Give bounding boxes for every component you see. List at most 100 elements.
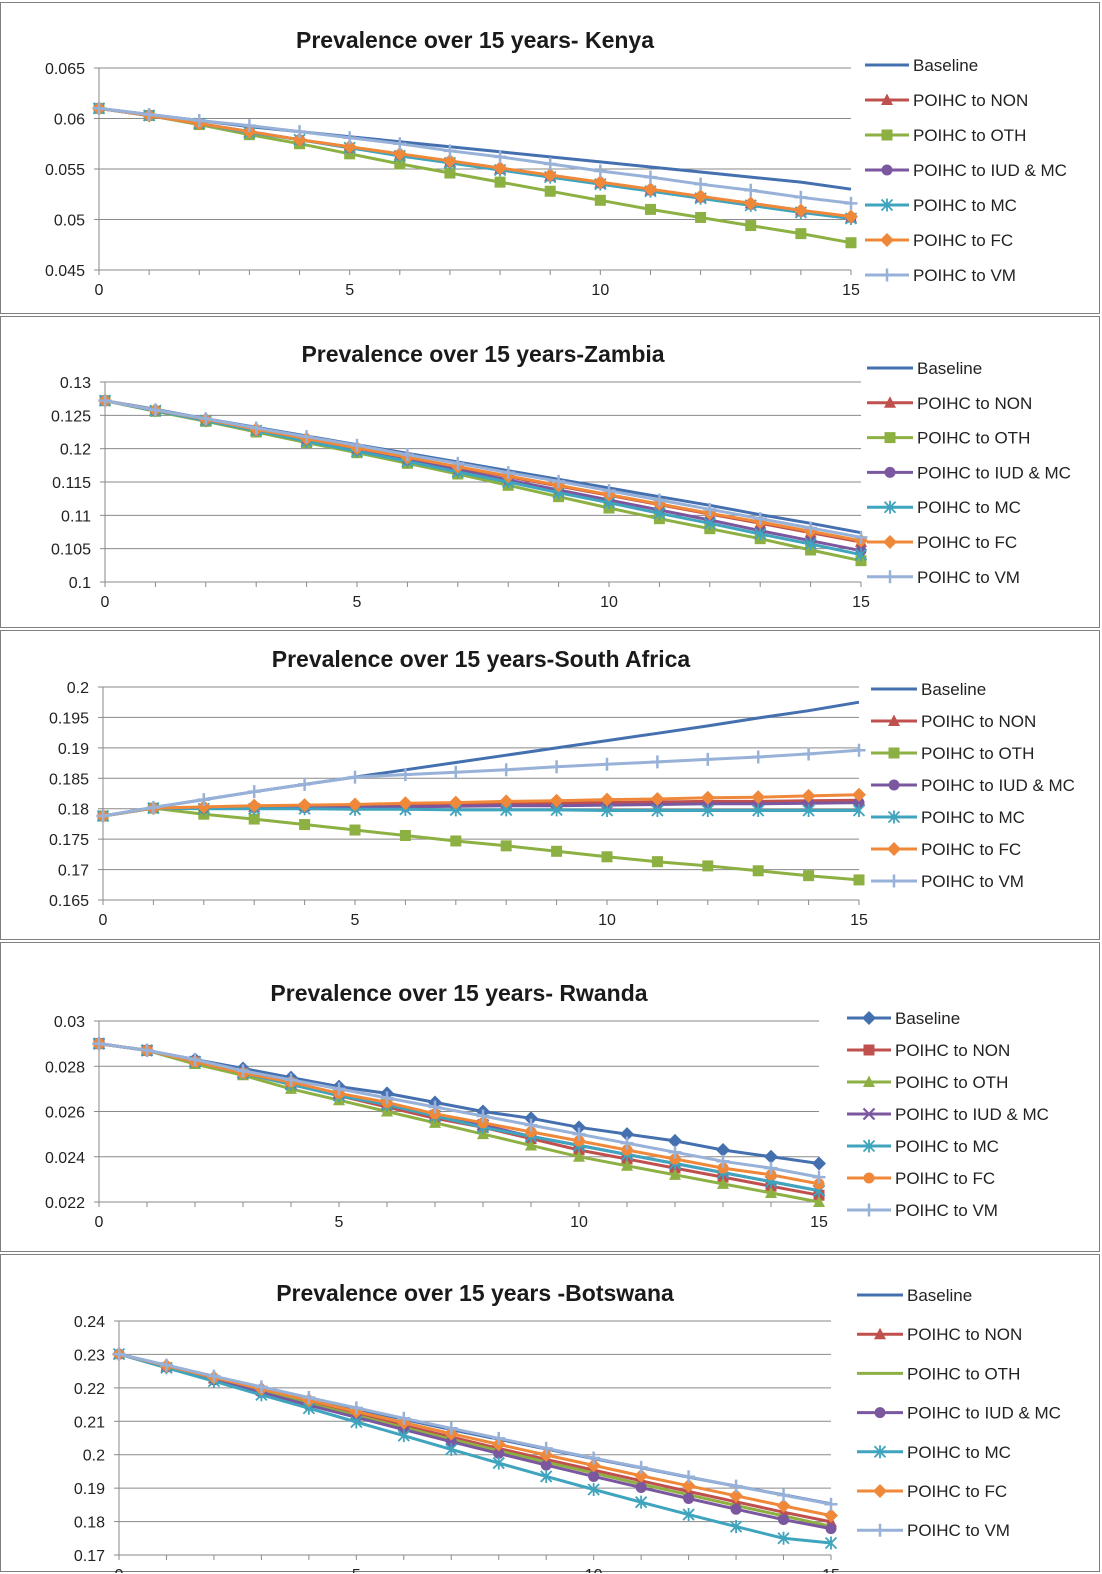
chart-title: Prevalence over 15 years-Zambia <box>301 341 664 367</box>
legend-item: POIHC to IUD & MC <box>867 463 1071 482</box>
data-point <box>493 160 508 175</box>
y-tick-label: 0.03 <box>54 1014 85 1031</box>
legend-label: POIHC to FC <box>895 1169 995 1188</box>
legend-marker <box>888 714 900 726</box>
legend-item: POIHC to OTH <box>871 744 1034 763</box>
x-tick-label: 15 <box>842 282 860 299</box>
data-point <box>587 1482 600 1496</box>
data-point <box>476 1109 490 1123</box>
data-point <box>593 164 607 178</box>
series-line <box>104 399 862 539</box>
legend-marker <box>884 432 896 444</box>
data-point <box>825 1523 837 1535</box>
data-point <box>544 185 556 197</box>
data-point <box>776 1498 791 1513</box>
data-point <box>812 1170 826 1184</box>
legend-marker <box>862 1203 876 1217</box>
data-point <box>350 438 364 452</box>
data-point <box>802 747 816 761</box>
data-point <box>593 175 608 190</box>
legend-marker <box>883 500 897 514</box>
data-point <box>429 1108 441 1120</box>
data-point <box>348 770 362 784</box>
data-point <box>499 763 513 777</box>
legend-marker <box>881 164 893 176</box>
data-point <box>92 101 106 115</box>
legend-label: POIHC to NON <box>913 91 1028 110</box>
y-tick-label: 0.19 <box>74 1481 105 1498</box>
data-point <box>397 1411 411 1425</box>
data-point <box>399 829 411 841</box>
data-point <box>852 804 866 818</box>
data-point <box>445 1436 457 1448</box>
data-point <box>293 125 307 139</box>
legend-label: Baseline <box>913 56 978 75</box>
data-point <box>643 182 658 197</box>
data-point <box>572 1120 586 1135</box>
legend-label: POIHC to OTH <box>921 744 1034 763</box>
series-line <box>118 1352 832 1506</box>
series-poihc-to-fc <box>96 787 866 824</box>
legend-item: POIHC to FC <box>857 1482 1007 1501</box>
series-line <box>98 1042 820 1186</box>
y-tick-label: 0.23 <box>74 1347 105 1364</box>
x-tick-label: 0 <box>101 594 110 611</box>
legend-label: POIHC to VM <box>921 872 1024 891</box>
data-point <box>669 1153 681 1165</box>
series-line <box>98 1042 820 1179</box>
data-point <box>635 1481 647 1493</box>
data-point <box>620 1127 634 1142</box>
legend-label: POIHC to IUD & MC <box>913 161 1067 180</box>
legend-marker <box>874 1407 886 1419</box>
legend-item: POIHC to MC <box>867 498 1021 517</box>
data-point <box>197 793 211 807</box>
data-point <box>477 1117 489 1129</box>
data-point <box>853 874 865 886</box>
legend-label: POIHC to MC <box>921 808 1025 827</box>
data-point <box>634 1460 648 1474</box>
data-point <box>794 190 808 204</box>
x-tick-label: 15 <box>810 1214 828 1231</box>
data-point <box>449 765 463 779</box>
data-point <box>683 1493 695 1505</box>
series-line <box>98 106 852 245</box>
legend-item: Baseline <box>865 56 978 75</box>
data-point <box>92 1037 106 1051</box>
data-point <box>342 139 357 154</box>
x-tick-label: 0 <box>115 1567 124 1573</box>
data-point <box>824 1536 838 1550</box>
data-point <box>587 1451 601 1465</box>
data-point <box>801 788 816 803</box>
y-tick-label: 0.18 <box>58 802 89 819</box>
data-point <box>804 521 818 535</box>
data-point <box>298 777 312 791</box>
legend-marker <box>880 233 894 247</box>
data-point <box>716 1142 730 1157</box>
series-line <box>98 1042 820 1204</box>
data-point <box>493 1447 505 1459</box>
data-point <box>716 1154 730 1168</box>
data-point <box>142 107 156 121</box>
y-tick-label: 0.185 <box>49 771 89 788</box>
x-tick-label: 5 <box>335 1214 344 1231</box>
data-point <box>813 1178 825 1190</box>
x-tick-label: 0 <box>95 282 104 299</box>
data-point <box>745 220 757 232</box>
legend-item: Baseline <box>857 1286 972 1305</box>
chart-svg: Prevalence over 15 years-Zambia 0.1 0.105 0… <box>51 341 1071 611</box>
data-point <box>332 1082 346 1096</box>
data-point <box>448 795 463 810</box>
x-tick-label: 5 <box>353 594 362 611</box>
y-tick-label: 0.055 <box>45 162 85 179</box>
series-line <box>102 793 860 818</box>
legend-label: POIHC to IUD & MC <box>907 1404 1061 1423</box>
legend-item: POIHC to MC <box>847 1137 999 1156</box>
series-line <box>118 1352 832 1518</box>
data-point <box>550 760 564 774</box>
legend-marker <box>881 129 893 141</box>
data-point <box>701 804 714 818</box>
data-point <box>743 196 758 211</box>
legend-item: POIHC to FC <box>867 533 1017 552</box>
data-point <box>98 394 112 408</box>
